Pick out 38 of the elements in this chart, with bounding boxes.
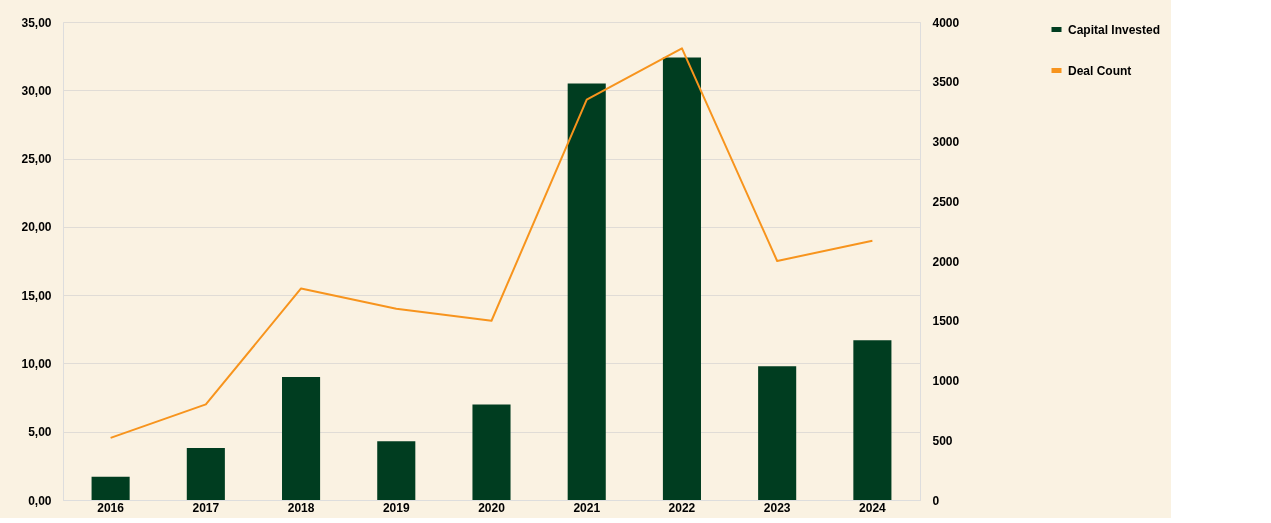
legend-label: Capital Invested [1068, 22, 1161, 37]
y2-tick-label: 2000 [932, 254, 960, 269]
line-series [109, 47, 874, 439]
y2-tick-label: 1000 [932, 374, 960, 388]
y-tick-label: 20,00 [21, 220, 52, 235]
y2-tick-label: 4000 [932, 15, 960, 30]
bar [186, 448, 225, 500]
bar [567, 83, 606, 500]
bar [91, 476, 130, 500]
bar [853, 340, 892, 500]
y2-tick-label: 0 [932, 493, 940, 508]
bar [662, 57, 701, 500]
x-tick-label: 2022 [668, 500, 696, 515]
y-tick-label: 25,00 [21, 152, 52, 167]
bar [472, 404, 511, 500]
y2-tick-label: 500 [932, 433, 953, 448]
x-tick-label: 2018 [287, 500, 315, 515]
x-tick-label: 2017 [192, 500, 220, 515]
bar [282, 377, 321, 500]
x-tick-label: 2020 [478, 500, 506, 515]
x-tick-label: 2016 [97, 500, 125, 515]
y-tick-label: 10,00 [21, 356, 52, 371]
y-tick-label: 0,00 [28, 493, 52, 508]
x-tick-label: 2019 [382, 500, 410, 515]
y-tick-label: 15,00 [21, 288, 52, 303]
y-tick-label: 30,00 [21, 83, 52, 98]
bar [758, 366, 797, 500]
x-tick-label: 2021 [573, 500, 601, 515]
x-tick-label: 2023 [763, 500, 791, 515]
y2-tick-label: 3000 [932, 135, 960, 149]
y-tick-label: 5,00 [28, 425, 52, 440]
bar [377, 441, 416, 500]
y2-tick-label: 2500 [932, 194, 960, 209]
y2-tick-label: 1500 [932, 314, 960, 329]
legend-label: Deal Count [1068, 63, 1132, 78]
y-tick-label: 35,00 [21, 15, 52, 30]
x-tick-label: 2024 [859, 500, 887, 515]
y2-tick-label: 3500 [932, 75, 960, 90]
